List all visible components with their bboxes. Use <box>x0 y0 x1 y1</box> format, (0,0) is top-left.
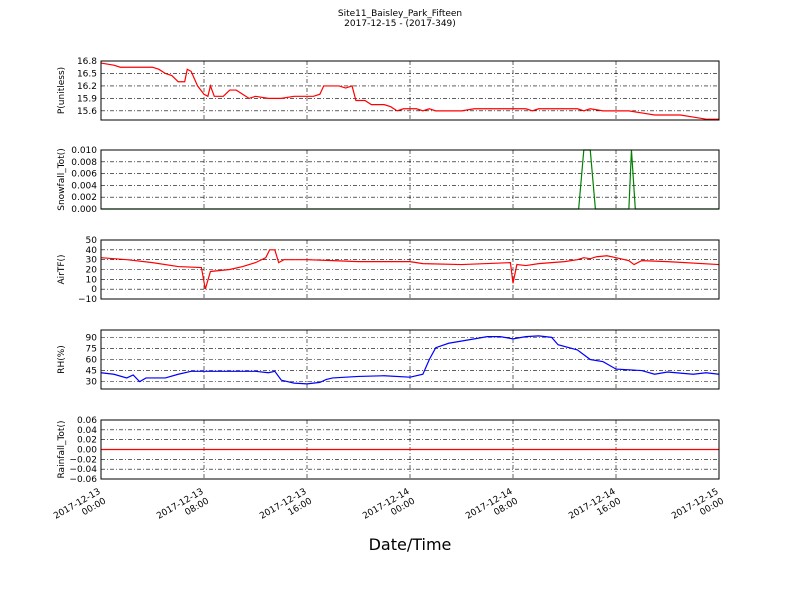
y-tick-label: 16.8 <box>77 57 97 67</box>
y-tick-label: 0 <box>91 285 97 295</box>
y-tick-label: 0.010 <box>71 146 97 156</box>
y-tick-label: 50 <box>86 236 98 246</box>
y-tick-label: 15.6 <box>77 107 97 117</box>
y-tick-label: 20 <box>86 266 98 276</box>
plot-frame <box>100 60 720 121</box>
y-tick-label: 0.02 <box>77 436 97 446</box>
y-tick-label: 30 <box>86 256 98 266</box>
plot-frame <box>100 239 720 300</box>
y-tick-label: 0.04 <box>77 426 97 436</box>
y-tick-label: −10 <box>78 295 97 305</box>
y-tick-label: 15.9 <box>77 94 97 104</box>
y-tick-label: −0.02 <box>69 455 97 465</box>
y-tick-label: 0.06 <box>77 416 97 426</box>
y-tick-label: 0.004 <box>71 181 97 191</box>
y-tick-label: 10 <box>86 275 98 285</box>
y-tick-label: 75 <box>86 344 97 354</box>
chart-subtitle: 2017-12-15 - (2017-349) <box>344 19 456 29</box>
y-tick-label: 0.002 <box>71 193 97 203</box>
y-tick-label: 16.2 <box>77 82 97 92</box>
y-tick-label: 40 <box>86 246 98 256</box>
y-tick-label: −0.04 <box>69 465 97 475</box>
data-line <box>100 62 719 120</box>
y-tick-label: 60 <box>86 356 98 366</box>
data-line <box>100 335 720 385</box>
x-axis-label: Date/Time <box>369 535 452 554</box>
plot-frame <box>100 329 720 390</box>
plot-frame <box>100 149 720 210</box>
y-tick-label: 30 <box>86 378 98 388</box>
y-axis-label: P(unitless) <box>57 67 67 114</box>
y-axis-label: Rainfall_Tot() <box>57 421 67 479</box>
y-tick-label: −0.06 <box>69 475 97 485</box>
y-tick-label: 0.008 <box>71 158 97 168</box>
y-tick-label: 0.00 <box>77 446 97 456</box>
data-line <box>100 249 720 290</box>
y-axis-label: AirTF() <box>57 254 67 284</box>
y-tick-label: 90 <box>86 333 98 343</box>
y-tick-label: 45 <box>86 367 97 377</box>
plot-frame <box>100 419 720 480</box>
y-tick-label: 16.5 <box>77 69 97 79</box>
y-tick-label: 0.000 <box>71 205 97 215</box>
y-axis-label: Snowfall_Tot() <box>57 148 67 211</box>
y-axis-label: RH(%) <box>57 345 67 374</box>
chart-title: Site11_Baisley_Park_Fifteen <box>338 9 462 19</box>
y-tick-label: 0.006 <box>71 170 97 180</box>
